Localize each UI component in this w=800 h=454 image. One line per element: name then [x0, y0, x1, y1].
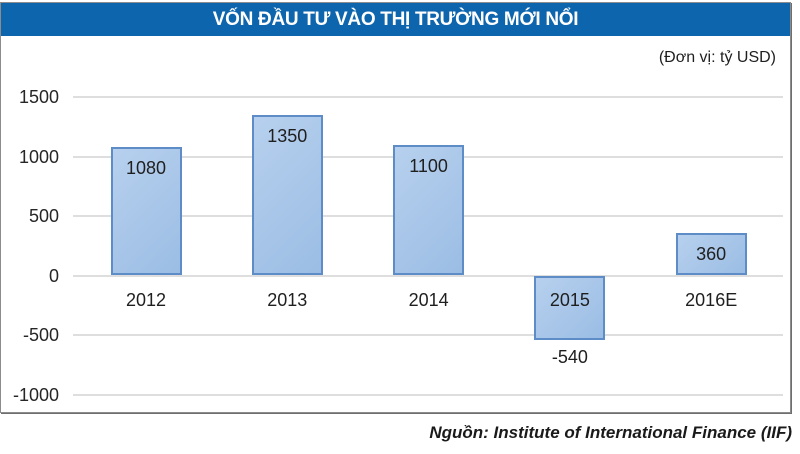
x-category-label: 2013	[267, 290, 308, 310]
gridline	[73, 334, 783, 336]
bar	[534, 275, 606, 340]
unit-note: (Đơn vị: tỷ USD)	[658, 49, 776, 66]
gridline	[73, 393, 783, 396]
bar	[675, 232, 747, 276]
plot-area: 1500 1000 500 0 -500 -1000 1080 2012 1350 2013 110…	[1, 3, 790, 412]
bar-value-label: 360	[696, 244, 727, 265]
chart-title: VỐN ĐẦU TƯ VÀO THỊ TRƯỜNG MỚI NỔI	[1, 3, 790, 36]
y-tick-label: -500	[22, 325, 59, 345]
bar-value-label: 1080	[125, 157, 167, 178]
bar-value-label: 1350	[267, 125, 308, 146]
gridline	[73, 274, 783, 277]
bar	[251, 114, 323, 276]
y-tick-label: 1500	[18, 87, 59, 107]
y-tick-label: 1000	[18, 146, 59, 167]
bar	[110, 146, 182, 276]
bar-value-label: 1100	[409, 155, 448, 176]
y-tick-label: -1000	[12, 384, 59, 405]
x-category-label: 2014	[408, 290, 449, 310]
x-category-label: 2016E	[685, 290, 738, 310]
gridline	[73, 96, 783, 98]
y-tick-label: 500	[28, 206, 59, 226]
bar	[393, 144, 465, 276]
x-category-label: 2015	[549, 290, 590, 310]
source-note: Nguồn: Institute of International Financ…	[429, 423, 792, 442]
y-tick-label: 0	[48, 265, 59, 286]
x-category-label: 2012	[125, 290, 167, 310]
bar-value-label: -540	[551, 346, 588, 367]
chart-figure: VỐN ĐẦU TƯ VÀO THỊ TRƯỜNG MỚI NỔI (Đơn v…	[0, 2, 791, 413]
